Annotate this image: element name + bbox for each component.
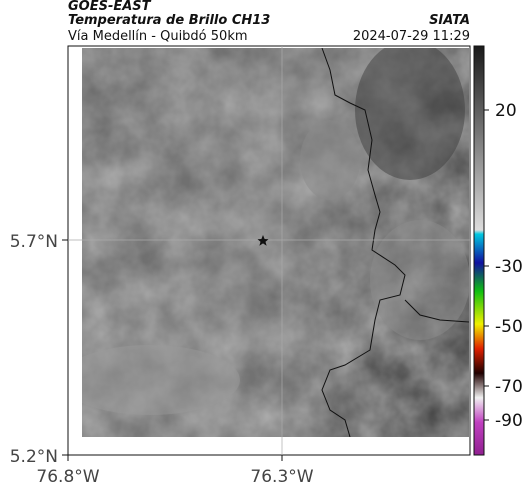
title: Temperatura de Brillo CH13 xyxy=(68,13,270,28)
location-marker xyxy=(257,235,269,246)
datetime: 2024-07-29 11:29 xyxy=(353,29,470,44)
subtitle: Vía Medellín - Quibdó 50km xyxy=(68,29,248,44)
satellite: GOES-EAST xyxy=(68,0,152,14)
colorbar-tick-label: -30 xyxy=(495,257,523,277)
map-frame xyxy=(67,45,471,456)
colorbar-tick-label: -70 xyxy=(495,377,523,397)
lon-tick-label: 76.8°W xyxy=(36,467,99,487)
lon-tick-label: 76.3°W xyxy=(250,467,313,487)
colorbar xyxy=(473,45,485,456)
lat-tick-label: 5.7°N xyxy=(10,232,58,252)
colorbar-tick-label: -90 xyxy=(495,411,523,431)
colorbar-tick-label: 20 xyxy=(495,101,517,121)
colorbar-tick-label: -50 xyxy=(495,317,523,337)
lat-tick-label: 5.2°N xyxy=(10,447,58,467)
source: SIATA xyxy=(429,13,470,28)
satellite-image xyxy=(82,48,469,437)
colorbar-ticks: 20 -30 -50 -70 -90 xyxy=(484,101,523,431)
